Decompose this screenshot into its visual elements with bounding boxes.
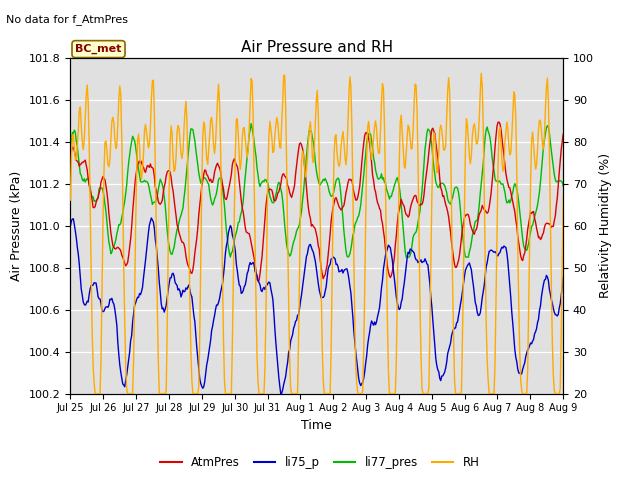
Y-axis label: Relativity Humidity (%): Relativity Humidity (%)	[600, 153, 612, 298]
Title: Air Pressure and RH: Air Pressure and RH	[241, 40, 393, 55]
Text: No data for f_AtmPres: No data for f_AtmPres	[6, 14, 129, 25]
X-axis label: Time: Time	[301, 419, 332, 432]
Text: BC_met: BC_met	[76, 44, 122, 54]
Y-axis label: Air Pressure (kPa): Air Pressure (kPa)	[10, 170, 24, 281]
Legend: AtmPres, li75_p, li77_pres, RH: AtmPres, li75_p, li77_pres, RH	[156, 452, 484, 474]
